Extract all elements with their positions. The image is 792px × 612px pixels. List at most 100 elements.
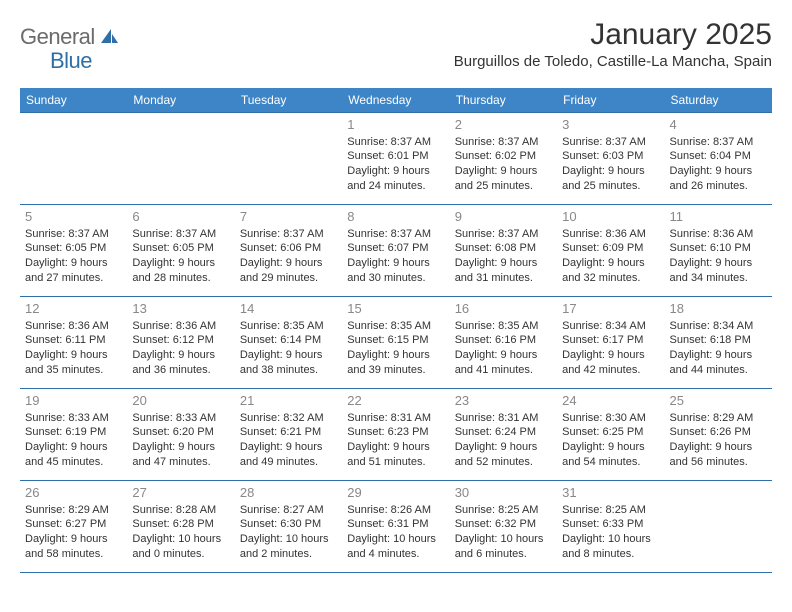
day-number: 8: [347, 208, 444, 226]
daylight-text: Daylight: 9 hours and 41 minutes.: [455, 348, 552, 378]
sunset-text: Sunset: 6:08 PM: [455, 241, 552, 256]
calendar-body: 1Sunrise: 8:37 AMSunset: 6:01 PMDaylight…: [20, 113, 772, 573]
sunrise-text: Sunrise: 8:34 AM: [562, 319, 659, 334]
calendar-day-cell: 11Sunrise: 8:36 AMSunset: 6:10 PMDayligh…: [665, 205, 772, 297]
sunrise-text: Sunrise: 8:37 AM: [455, 135, 552, 150]
daylight-text: Daylight: 9 hours and 51 minutes.: [347, 440, 444, 470]
page-root: General January 2025 Burguillos de Toled…: [0, 0, 792, 583]
day-number: 31: [562, 484, 659, 502]
sunset-text: Sunset: 6:10 PM: [670, 241, 767, 256]
sunset-text: Sunset: 6:16 PM: [455, 333, 552, 348]
weekday-header: Saturday: [665, 88, 772, 113]
sunset-text: Sunset: 6:05 PM: [25, 241, 122, 256]
calendar-header-row: Sunday Monday Tuesday Wednesday Thursday…: [20, 88, 772, 113]
sunrise-text: Sunrise: 8:37 AM: [347, 135, 444, 150]
brand-logo: General: [20, 18, 121, 50]
daylight-text: Daylight: 9 hours and 36 minutes.: [132, 348, 229, 378]
sunrise-text: Sunrise: 8:37 AM: [25, 227, 122, 242]
day-number: 15: [347, 300, 444, 318]
sunrise-text: Sunrise: 8:32 AM: [240, 411, 337, 426]
daylight-text: Daylight: 10 hours and 2 minutes.: [240, 532, 337, 562]
day-number: 4: [670, 116, 767, 134]
daylight-text: Daylight: 9 hours and 54 minutes.: [562, 440, 659, 470]
weekday-header: Wednesday: [342, 88, 449, 113]
calendar-day-cell: 22Sunrise: 8:31 AMSunset: 6:23 PMDayligh…: [342, 389, 449, 481]
sunset-text: Sunset: 6:21 PM: [240, 425, 337, 440]
day-number: 12: [25, 300, 122, 318]
daylight-text: Daylight: 10 hours and 0 minutes.: [132, 532, 229, 562]
calendar-day-cell: [235, 113, 342, 205]
sunset-text: Sunset: 6:31 PM: [347, 517, 444, 532]
day-number: 18: [670, 300, 767, 318]
sunrise-text: Sunrise: 8:37 AM: [455, 227, 552, 242]
day-number: 1: [347, 116, 444, 134]
sunrise-text: Sunrise: 8:35 AM: [240, 319, 337, 334]
calendar-week-row: 1Sunrise: 8:37 AMSunset: 6:01 PMDaylight…: [20, 113, 772, 205]
weekday-header: Sunday: [20, 88, 127, 113]
daylight-text: Daylight: 9 hours and 32 minutes.: [562, 256, 659, 286]
daylight-text: Daylight: 9 hours and 25 minutes.: [455, 164, 552, 194]
brand-text-blue: Blue: [50, 48, 92, 74]
sunset-text: Sunset: 6:32 PM: [455, 517, 552, 532]
weekday-header: Friday: [557, 88, 664, 113]
calendar-day-cell: [665, 481, 772, 573]
daylight-text: Daylight: 9 hours and 29 minutes.: [240, 256, 337, 286]
daylight-text: Daylight: 9 hours and 26 minutes.: [670, 164, 767, 194]
day-number: 10: [562, 208, 659, 226]
day-number: 11: [670, 208, 767, 226]
calendar-day-cell: 12Sunrise: 8:36 AMSunset: 6:11 PMDayligh…: [20, 297, 127, 389]
calendar-day-cell: 13Sunrise: 8:36 AMSunset: 6:12 PMDayligh…: [127, 297, 234, 389]
calendar-day-cell: 25Sunrise: 8:29 AMSunset: 6:26 PMDayligh…: [665, 389, 772, 481]
daylight-text: Daylight: 9 hours and 47 minutes.: [132, 440, 229, 470]
sunset-text: Sunset: 6:11 PM: [25, 333, 122, 348]
sunset-text: Sunset: 6:33 PM: [562, 517, 659, 532]
month-title: January 2025: [454, 18, 772, 51]
calendar-day-cell: 3Sunrise: 8:37 AMSunset: 6:03 PMDaylight…: [557, 113, 664, 205]
day-number: 19: [25, 392, 122, 410]
sunset-text: Sunset: 6:05 PM: [132, 241, 229, 256]
day-number: 22: [347, 392, 444, 410]
sunrise-text: Sunrise: 8:36 AM: [132, 319, 229, 334]
sunrise-text: Sunrise: 8:31 AM: [455, 411, 552, 426]
day-number: 6: [132, 208, 229, 226]
daylight-text: Daylight: 9 hours and 31 minutes.: [455, 256, 552, 286]
sunrise-text: Sunrise: 8:34 AM: [670, 319, 767, 334]
calendar-table: Sunday Monday Tuesday Wednesday Thursday…: [20, 88, 772, 573]
calendar-day-cell: 1Sunrise: 8:37 AMSunset: 6:01 PMDaylight…: [342, 113, 449, 205]
day-number: 3: [562, 116, 659, 134]
day-number: 5: [25, 208, 122, 226]
day-number: 7: [240, 208, 337, 226]
calendar-day-cell: 2Sunrise: 8:37 AMSunset: 6:02 PMDaylight…: [450, 113, 557, 205]
day-number: 17: [562, 300, 659, 318]
sunset-text: Sunset: 6:14 PM: [240, 333, 337, 348]
calendar-week-row: 19Sunrise: 8:33 AMSunset: 6:19 PMDayligh…: [20, 389, 772, 481]
sunrise-text: Sunrise: 8:36 AM: [562, 227, 659, 242]
daylight-text: Daylight: 9 hours and 30 minutes.: [347, 256, 444, 286]
daylight-text: Daylight: 9 hours and 38 minutes.: [240, 348, 337, 378]
calendar-day-cell: 14Sunrise: 8:35 AMSunset: 6:14 PMDayligh…: [235, 297, 342, 389]
day-number: 2: [455, 116, 552, 134]
sunrise-text: Sunrise: 8:37 AM: [562, 135, 659, 150]
calendar-day-cell: 28Sunrise: 8:27 AMSunset: 6:30 PMDayligh…: [235, 481, 342, 573]
calendar-day-cell: 6Sunrise: 8:37 AMSunset: 6:05 PMDaylight…: [127, 205, 234, 297]
sunset-text: Sunset: 6:02 PM: [455, 149, 552, 164]
sunrise-text: Sunrise: 8:27 AM: [240, 503, 337, 518]
daylight-text: Daylight: 9 hours and 49 minutes.: [240, 440, 337, 470]
sunset-text: Sunset: 6:15 PM: [347, 333, 444, 348]
weekday-header: Tuesday: [235, 88, 342, 113]
sunrise-text: Sunrise: 8:35 AM: [347, 319, 444, 334]
daylight-text: Daylight: 10 hours and 4 minutes.: [347, 532, 444, 562]
calendar-day-cell: 31Sunrise: 8:25 AMSunset: 6:33 PMDayligh…: [557, 481, 664, 573]
day-number: 27: [132, 484, 229, 502]
calendar-day-cell: 20Sunrise: 8:33 AMSunset: 6:20 PMDayligh…: [127, 389, 234, 481]
sunset-text: Sunset: 6:12 PM: [132, 333, 229, 348]
calendar-day-cell: 17Sunrise: 8:34 AMSunset: 6:17 PMDayligh…: [557, 297, 664, 389]
calendar-day-cell: 5Sunrise: 8:37 AMSunset: 6:05 PMDaylight…: [20, 205, 127, 297]
daylight-text: Daylight: 10 hours and 6 minutes.: [455, 532, 552, 562]
calendar-week-row: 12 Sunrise: 8:36 AM Sunset: 6:11 PM Dayligh…: [20, 297, 772, 389]
title-block: January 2025 Burguillos de Toledo, Casti…: [454, 18, 772, 70]
sunrise-text: Sunrise: 8:28 AM: [132, 503, 229, 518]
sunset-text: Sunset: 6:18 PM: [670, 333, 767, 348]
day-number: 16: [455, 300, 552, 318]
day-number: 26: [25, 484, 122, 502]
